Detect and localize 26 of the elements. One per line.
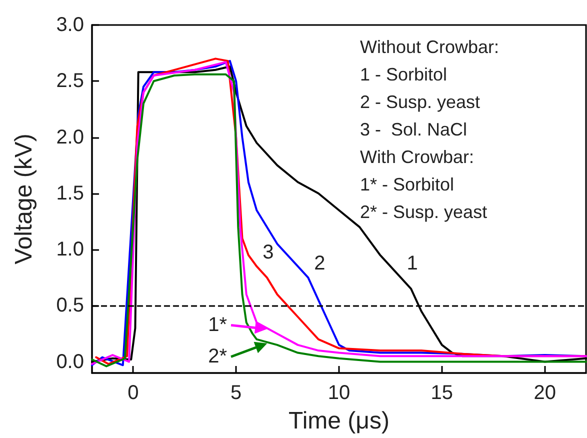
annotation: 2 — [314, 252, 326, 275]
annotation: 1 — [406, 252, 418, 275]
annotation: Without Crowbar: — [360, 37, 500, 57]
x-tick-label: 0 — [128, 382, 139, 404]
annotation: 3 — [262, 241, 274, 264]
annotation: 1* — [208, 314, 228, 336]
y-tick-label: 3.0 — [56, 14, 84, 36]
x-tick-label: 10 — [328, 382, 350, 404]
annotation: With Crowbar: — [360, 147, 474, 167]
annotation: 2 - Susp. yeast — [360, 92, 480, 112]
annotation: 2* - Susp. yeast — [360, 202, 488, 222]
x-tick-label: 20 — [534, 382, 556, 404]
annotation: 3 - Sol. NaCl — [360, 120, 468, 140]
y-tick-label: 1.0 — [56, 238, 84, 261]
x-axis-title: Time (μs) — [288, 408, 390, 434]
y-tick-label: 2.0 — [56, 126, 84, 148]
x-tick-label: 15 — [430, 382, 454, 404]
y-tick-label: 1.5 — [56, 182, 84, 204]
y-tick-label: 2.5 — [56, 70, 84, 92]
y-tick-label: 0.5 — [56, 294, 84, 317]
annotation: 2* — [208, 346, 228, 368]
annotation: 1* - Sorbitol — [360, 174, 454, 194]
y-axis-title: Voltage (kV) — [10, 134, 38, 264]
annotation: 1 - Sorbitol — [360, 64, 448, 84]
x-tick-label: 5 — [230, 382, 242, 404]
y-tick-label: 0.0 — [56, 350, 84, 373]
